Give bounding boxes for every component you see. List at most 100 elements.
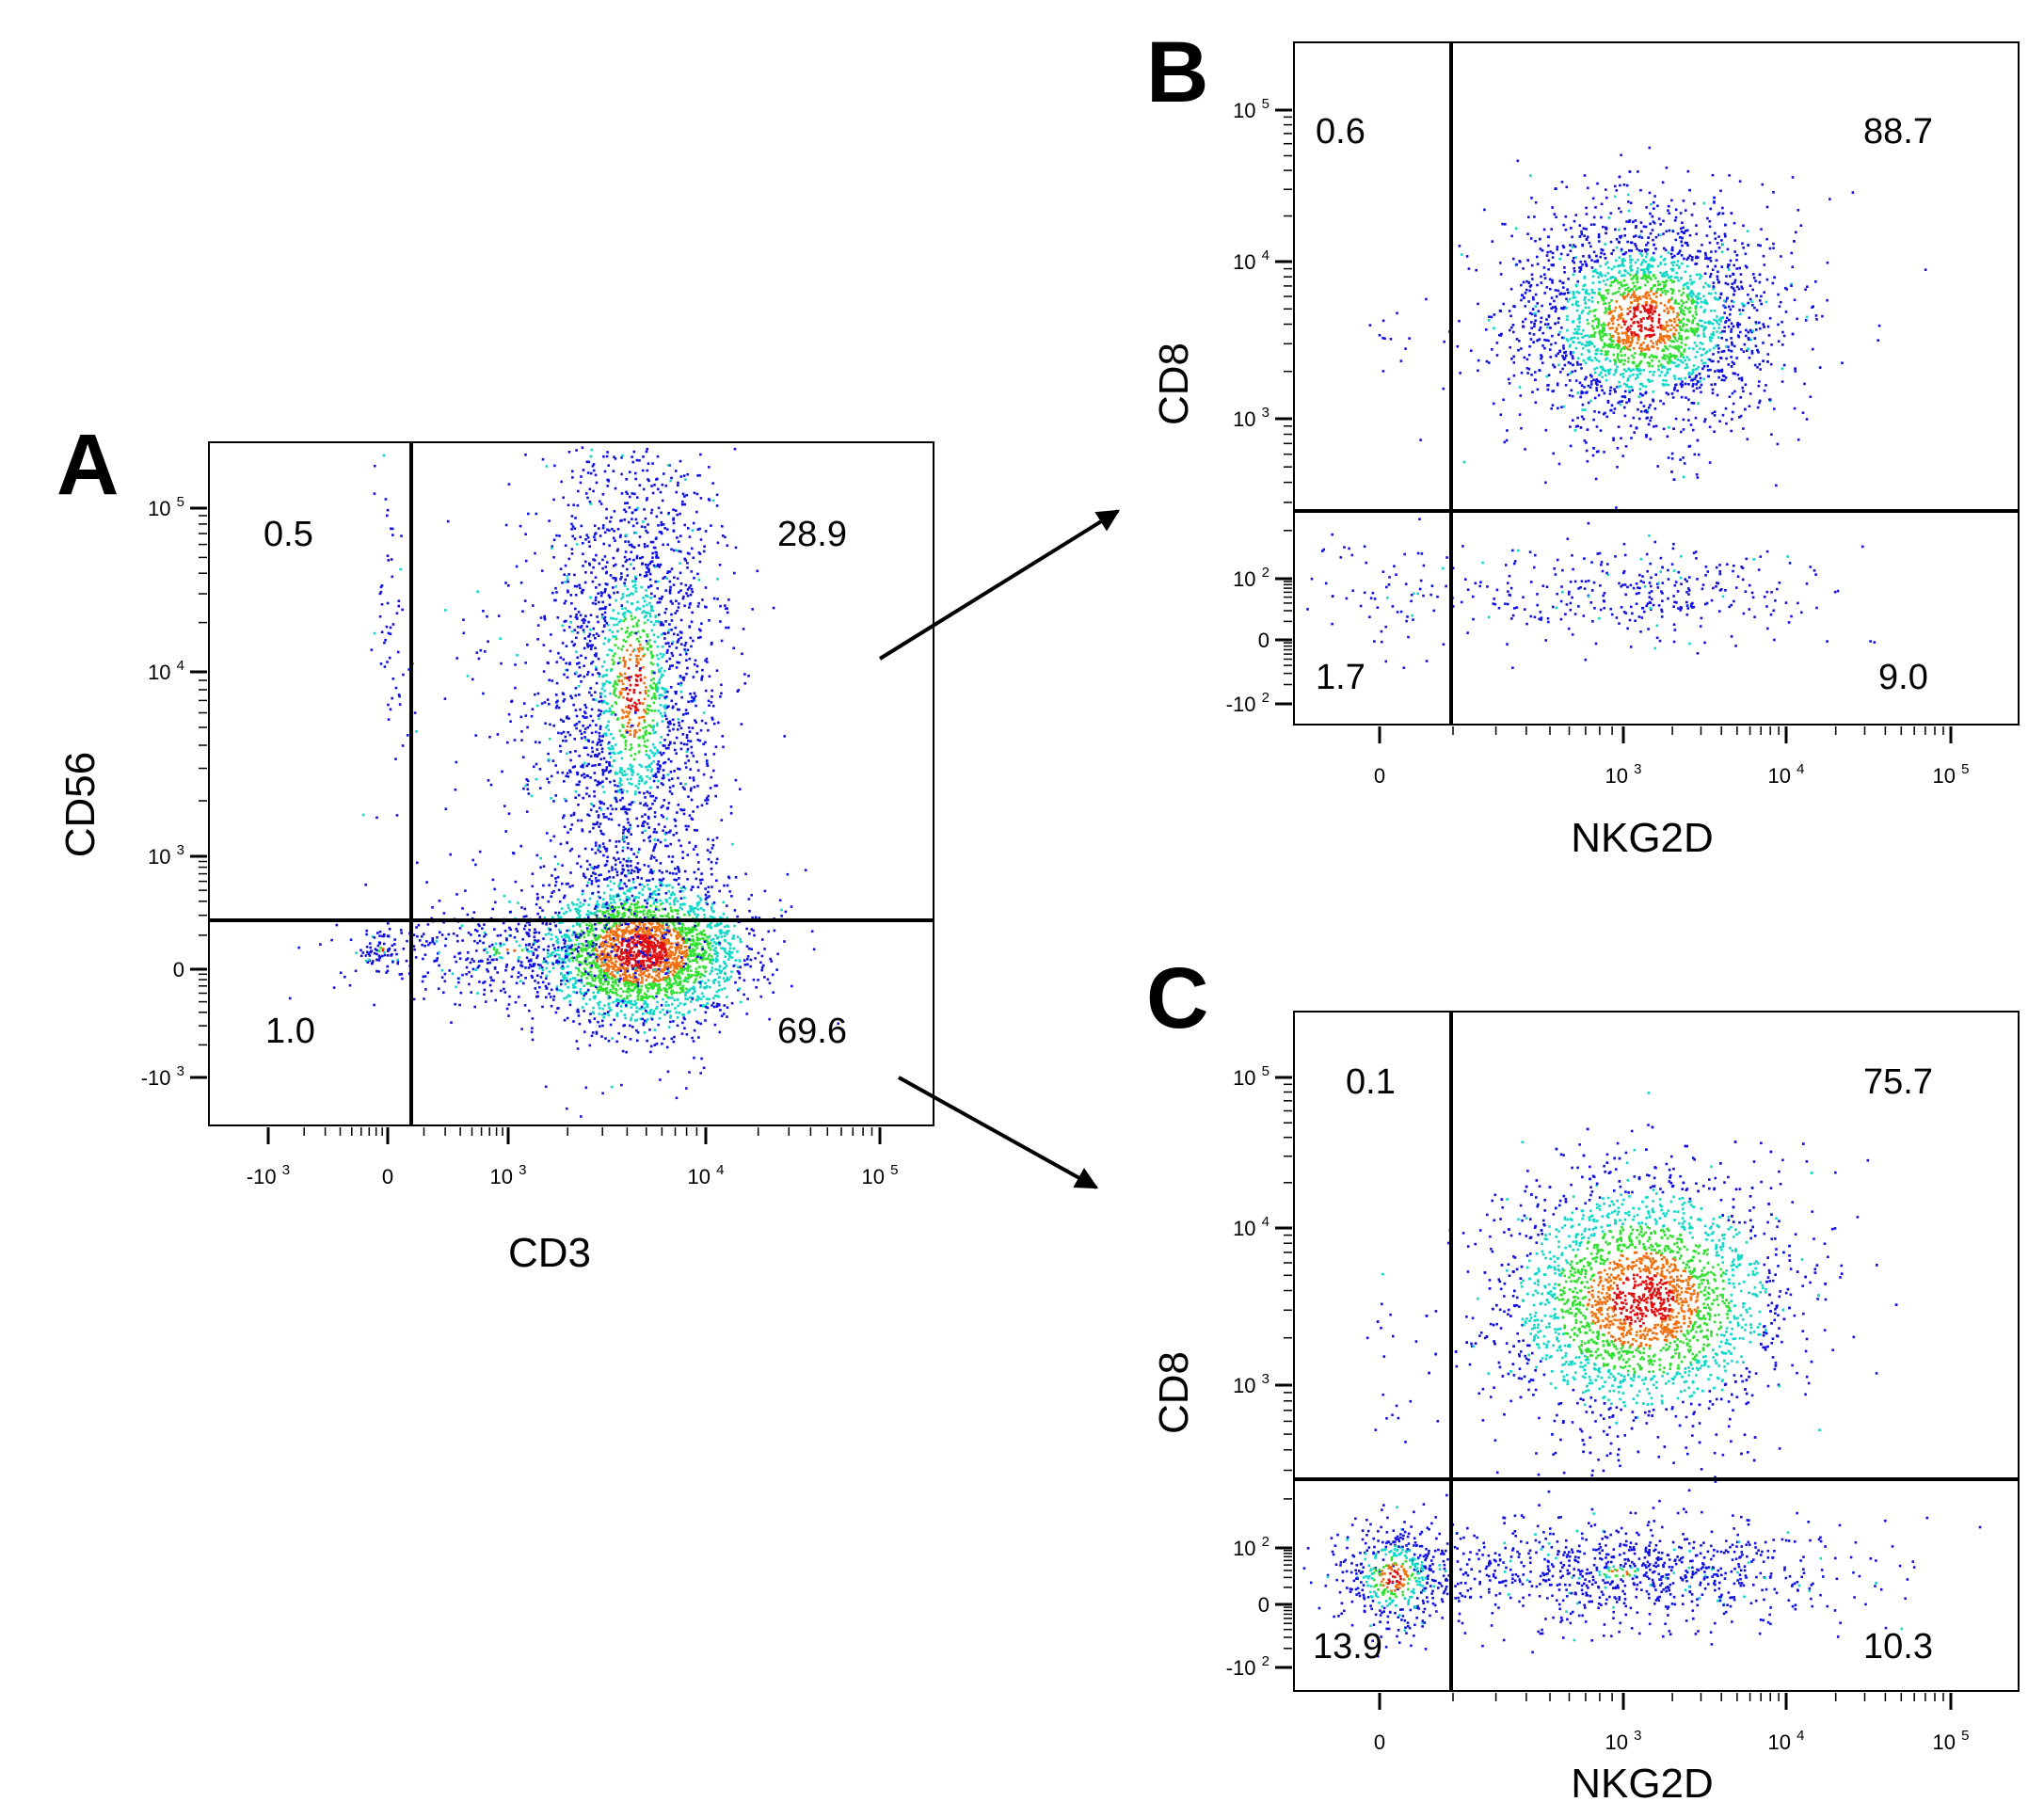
event-dot (629, 887, 632, 890)
event-dot (734, 546, 738, 550)
event-dot (634, 790, 637, 793)
event-dot (589, 687, 592, 690)
event-dot (622, 829, 625, 832)
event-dot (602, 833, 605, 836)
event-dot (663, 965, 667, 967)
event-dot (726, 924, 729, 928)
event-dot (659, 1078, 662, 1081)
event-dot (624, 617, 628, 620)
event-dot (564, 544, 567, 547)
event-dot (611, 745, 615, 748)
event-dot (752, 929, 755, 933)
event-dot (587, 740, 590, 742)
event-dot (618, 928, 621, 931)
event-dot (689, 740, 693, 742)
event-dot (547, 933, 551, 935)
event-dot (647, 982, 651, 985)
event-dot (696, 913, 699, 917)
event-dot (621, 870, 624, 874)
event-dot (505, 948, 509, 951)
event-dot (649, 868, 653, 871)
event-dot (619, 750, 623, 754)
event-dot (613, 510, 616, 513)
event-dot (600, 905, 604, 909)
event-dot (669, 722, 672, 726)
event-dot (712, 722, 716, 726)
event-dot (653, 815, 657, 819)
event-dot (614, 945, 617, 949)
event-dot (669, 742, 672, 745)
event-dot (631, 625, 635, 628)
event-dot (587, 953, 590, 956)
event-dot (678, 981, 680, 984)
event-dot (649, 960, 653, 964)
event-dot (649, 964, 652, 966)
event-dot (662, 815, 665, 819)
event-dot (626, 609, 629, 613)
event-dot (643, 720, 647, 724)
event-dot (717, 923, 721, 926)
event-dot (623, 773, 627, 776)
event-dot (697, 1036, 700, 1039)
event-dot (629, 689, 631, 692)
event-dot (614, 743, 617, 746)
event-dot (647, 940, 649, 944)
event-dot (524, 533, 527, 535)
event-dot (563, 814, 566, 817)
event-dot (688, 938, 691, 941)
event-dot (575, 958, 578, 962)
event-dot (679, 897, 683, 900)
event-dot (625, 950, 628, 954)
event-dot (604, 726, 608, 729)
event-dot (642, 1022, 646, 1025)
event-dot (638, 763, 642, 767)
event-dot (602, 674, 605, 678)
event-dot (619, 768, 622, 772)
event-dot (662, 769, 665, 772)
event-dot (622, 938, 626, 941)
event-dot (583, 984, 585, 987)
event-dot (588, 830, 592, 834)
event-dot (663, 632, 667, 635)
event-dot (626, 818, 630, 821)
event-dot (620, 597, 623, 600)
event-dot (660, 520, 663, 524)
event-dot (586, 972, 590, 976)
event-dot (679, 991, 681, 995)
event-dot (669, 1014, 672, 1017)
event-dot (458, 1003, 461, 1007)
event-dot (620, 948, 623, 951)
event-dot (712, 981, 715, 984)
event-dot (588, 632, 592, 636)
event-dot (634, 1019, 637, 1022)
event-dot (695, 978, 697, 981)
event-dot (675, 599, 678, 602)
event-dot (682, 965, 685, 968)
event-dot (649, 1008, 653, 1012)
event-dot (726, 1006, 729, 1009)
event-dot (646, 603, 648, 607)
event-dot (631, 894, 634, 898)
event-dot (631, 602, 634, 605)
event-dot (648, 572, 652, 576)
event-dot (528, 929, 531, 932)
event-dot (628, 946, 631, 949)
event-dot (563, 976, 566, 980)
event-dot (589, 454, 593, 458)
event-dot (637, 751, 641, 754)
event-dot (585, 787, 589, 789)
event-dot (647, 768, 649, 772)
event-dot (628, 973, 631, 977)
event-dot (663, 739, 666, 742)
event-dot (675, 1011, 678, 1014)
event-dot (571, 470, 574, 473)
event-dot (611, 527, 614, 531)
event-dot (682, 938, 685, 942)
event-dot (372, 960, 375, 963)
event-dot (622, 825, 626, 829)
event-dot (630, 913, 633, 916)
event-dot (641, 715, 644, 719)
event-dot (634, 906, 637, 910)
event-dot (679, 683, 682, 687)
event-dot (643, 744, 647, 747)
